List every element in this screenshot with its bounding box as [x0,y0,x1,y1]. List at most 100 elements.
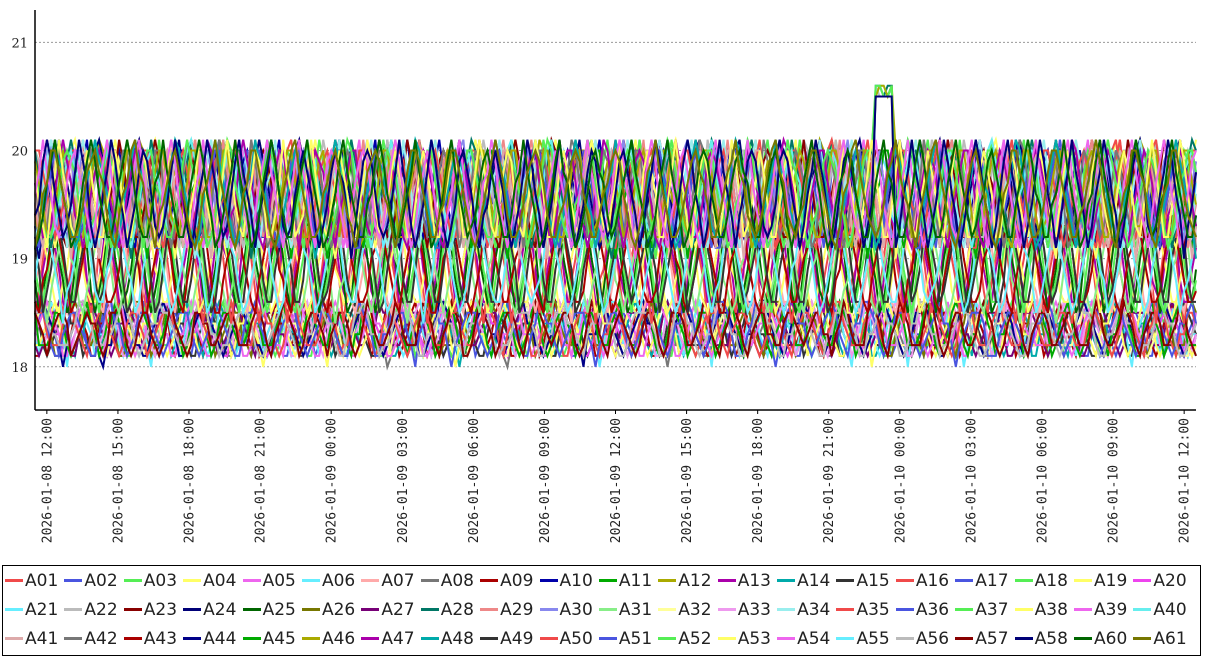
legend-item: A29 [480,600,539,620]
legend-swatch [1133,637,1152,640]
legend-swatch [301,608,320,611]
legend-item: A06 [301,571,361,591]
legend-label: A28 [440,599,474,620]
legend: A01 A02 A03 A04 A05 A06 A07 A08 A09 A10 A11 A12 A13 A… [2,565,1201,656]
legend-swatch [361,637,380,640]
legend-swatch [539,579,558,582]
legend-label: A36 [915,599,950,620]
legend-item: A15 [836,571,895,591]
legend-label: A49 [500,628,534,649]
legend-label: A50 [559,628,593,649]
series-line-a57 [34,298,1197,360]
legend-swatch [5,608,23,611]
legend-label: A08 [440,570,474,591]
legend-item: A53 [717,629,777,649]
legend-item: A51 [598,629,658,649]
legend-swatch [836,579,855,582]
legend-item: A38 [1014,600,1074,620]
legend-label: A48 [440,628,474,649]
legend-item: A47 [361,629,420,649]
legend-swatch [5,579,23,582]
legend-item: A44 [183,629,242,649]
y-tick-labels: 18 19 20 21 [11,36,28,375]
x-tick-label: 2026-01-09 18:00 [751,418,766,543]
x-tick-label: 2026-01-10 06:00 [1035,418,1050,543]
legend-swatch [717,579,736,582]
legend-item: A58 [1014,628,1074,649]
legend-label: A57 [975,628,1009,649]
x-tick-label: 2026-01-08 21:00 [254,418,269,543]
x-tick-label: 2026-01-08 18:00 [183,418,198,543]
legend-swatch [895,608,914,611]
legend-swatch [480,579,499,582]
legend-label: A01 [25,570,59,591]
legend-label: A04 [203,570,237,591]
legend-swatch [1014,579,1033,582]
legend-item: A41 [5,629,64,649]
legend-label: A02 [84,570,118,591]
legend-label: A16 [915,570,950,591]
legend-item: A04 [183,571,242,591]
legend-item: A39 [1074,600,1133,620]
legend-item: A08 [420,570,480,591]
legend-label: A42 [84,628,118,649]
legend-label: A35 [856,599,890,620]
legend-item: A55 [836,629,895,649]
legend-label: A13 [737,570,771,591]
legend-swatch [955,637,974,640]
legend-swatch [1074,637,1093,640]
legend-swatch [301,579,320,582]
legend-label: A22 [84,599,118,620]
legend-swatch [123,608,142,611]
legend-label: A56 [915,628,950,649]
x-tick-label: 2026-01-09 00:00 [325,418,340,543]
legend-item: A46 [301,628,361,649]
legend-item: A23 [123,600,183,620]
legend-swatch [1014,608,1033,611]
legend-label: A44 [203,628,237,649]
x-tick-label: 2026-01-08 12:00 [40,418,55,543]
legend-item: A02 [64,571,123,591]
legend-item: A27 [361,600,420,620]
legend-swatch [717,608,736,611]
legend-item: A57 [955,629,1014,649]
legend-swatch [420,579,439,582]
legend-label: A34 [797,599,831,620]
legend-swatch [777,579,796,582]
y-tick-label: 20 [11,145,28,160]
legend-swatch [836,608,855,611]
legend-item: A40 [1133,600,1192,620]
legend-item: A12 [658,571,717,591]
legend-item: A37 [955,600,1014,620]
legend-item: A48 [420,628,480,649]
legend-label: A46 [321,628,356,649]
legend-label: A17 [975,570,1009,591]
legend-item: A50 [539,628,599,649]
legend-label: A37 [975,599,1009,620]
legend-swatch [836,637,855,640]
legend-swatch [598,637,617,640]
legend-swatch [5,637,23,640]
legend-item: A21 [5,600,64,620]
legend-item: A07 [361,571,420,591]
legend-swatch [64,637,83,640]
series-line-a61 [34,139,1197,252]
legend-item: A35 [836,600,895,620]
legend-item: A43 [123,629,183,649]
legend-label: A61 [1153,628,1187,649]
x-tick-label: 2026-01-09 03:00 [396,418,411,543]
legend-label: A41 [25,628,59,649]
legend-swatch [777,637,796,640]
legend-label: A58 [1034,628,1068,649]
y-tick-label: 19 [11,253,28,268]
legend-label: A39 [1094,599,1128,620]
legend-label: A21 [25,599,59,620]
legend-item: A32 [658,600,717,620]
x-tick-label: 2026-01-09 15:00 [680,418,695,543]
legend-item: A30 [539,600,599,620]
legend-label: A12 [678,570,712,591]
legend-label: A55 [856,628,890,649]
legend-item: A31 [598,600,658,620]
legend-swatch [658,637,677,640]
legend-swatch [895,637,914,640]
